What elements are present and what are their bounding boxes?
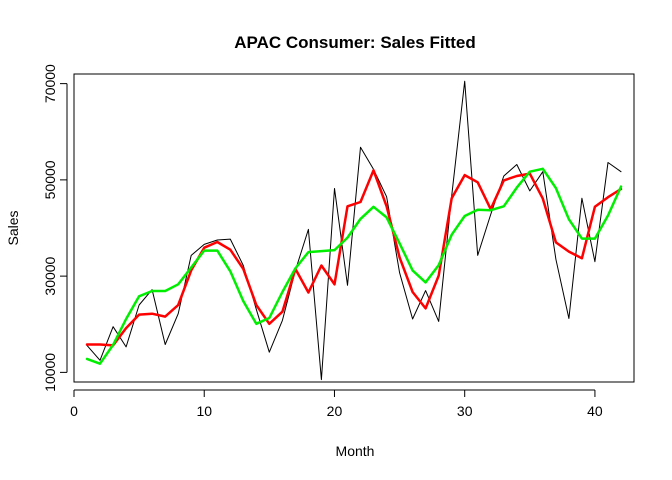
x-axis: 0 10 20 30 40 bbox=[70, 389, 603, 419]
y-tick-label: 30000 bbox=[42, 256, 58, 295]
y-tick-label: 50000 bbox=[42, 160, 58, 199]
chart-title: APAC Consumer: Sales Fitted bbox=[234, 33, 476, 52]
series-line-2 bbox=[85, 169, 623, 347]
x-axis-label: Month bbox=[336, 443, 375, 459]
series-line-1 bbox=[86, 80, 622, 381]
x-tick-label: 30 bbox=[457, 403, 473, 419]
x-tick-label: 20 bbox=[327, 403, 343, 419]
series-line-3 bbox=[85, 167, 623, 365]
x-tick-label: 10 bbox=[196, 403, 212, 419]
x-tick-label: 40 bbox=[587, 403, 603, 419]
x-tick-label: 0 bbox=[70, 403, 78, 419]
y-tick-label: 70000 bbox=[42, 64, 58, 103]
y-tick-label: 10000 bbox=[42, 353, 58, 392]
plot-frame bbox=[73, 73, 635, 383]
series-layer bbox=[85, 80, 623, 381]
y-axis-label: Sales bbox=[5, 210, 21, 245]
y-axis: 10000 30000 50000 70000 bbox=[42, 64, 68, 392]
